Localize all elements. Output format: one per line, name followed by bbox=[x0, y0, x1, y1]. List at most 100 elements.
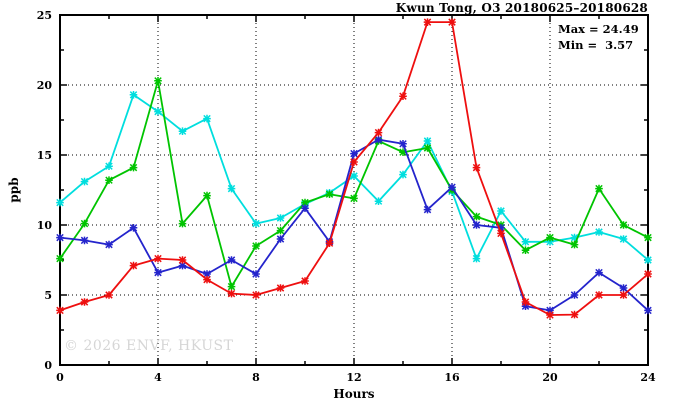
x-tick-label: 4 bbox=[154, 371, 162, 384]
blue-series-marker bbox=[178, 261, 187, 270]
max-value-label: Max = 24.49 bbox=[558, 22, 639, 36]
red-series-marker bbox=[105, 291, 113, 299]
cyan-series-marker bbox=[129, 91, 138, 99]
red-series-marker bbox=[595, 291, 603, 299]
green-series-marker bbox=[619, 221, 628, 229]
blue-series-marker bbox=[80, 236, 89, 245]
cyan-series-marker bbox=[521, 238, 530, 246]
red-series-marker bbox=[301, 277, 309, 285]
red-series-marker bbox=[570, 310, 579, 319]
cyan-series-marker bbox=[423, 137, 432, 145]
green-series-marker bbox=[203, 191, 211, 200]
blue-series-marker bbox=[276, 235, 285, 243]
blue-series-marker bbox=[546, 306, 554, 315]
cyan-series-marker bbox=[570, 233, 579, 242]
cyan-series-marker bbox=[399, 170, 407, 179]
blue-series-marker bbox=[154, 268, 162, 277]
red-series-marker bbox=[374, 128, 383, 137]
gridlines bbox=[60, 15, 648, 365]
red-series-marker bbox=[350, 158, 358, 166]
red-series-marker bbox=[546, 311, 554, 319]
green-series-marker bbox=[56, 254, 64, 263]
red-series-marker bbox=[423, 18, 432, 26]
blue-series-marker bbox=[56, 233, 64, 242]
x-tick-label: 0 bbox=[56, 371, 64, 384]
red-series-marker bbox=[129, 261, 138, 270]
red-series-marker bbox=[203, 275, 211, 284]
blue-series-marker bbox=[252, 270, 260, 278]
green-series-marker bbox=[105, 176, 113, 184]
cyan-series-marker bbox=[497, 207, 505, 215]
blue-series-marker bbox=[301, 204, 309, 212]
blue-series-marker bbox=[472, 221, 481, 229]
blue-series-marker bbox=[374, 135, 383, 144]
blue-series-marker bbox=[497, 224, 505, 232]
green-series-marker bbox=[252, 242, 260, 250]
cyan-series-marker bbox=[644, 256, 652, 264]
blue-series-marker bbox=[399, 140, 407, 148]
cyan-series-marker bbox=[619, 235, 628, 243]
green-series-marker bbox=[644, 233, 652, 242]
blue-series-marker bbox=[350, 149, 358, 158]
x-axis-label: Hours bbox=[333, 387, 375, 401]
blue-series-marker bbox=[644, 306, 652, 315]
cyan-series-marker bbox=[276, 214, 285, 222]
red-series-marker bbox=[399, 92, 407, 100]
green-series-marker bbox=[350, 194, 358, 203]
cyan-series-marker bbox=[178, 127, 187, 135]
x-tick-label: 16 bbox=[444, 371, 460, 384]
blue-series-marker bbox=[619, 284, 628, 292]
green-series-marker bbox=[325, 190, 334, 198]
cyan-series-marker bbox=[227, 184, 236, 193]
red-series-marker bbox=[448, 18, 456, 26]
x-tick-label: 8 bbox=[252, 371, 260, 384]
green-series-marker bbox=[227, 282, 236, 291]
chart-title: Kwun Tong, O3 20180625–20180628 bbox=[395, 1, 648, 15]
y-tick-label: 0 bbox=[44, 359, 52, 372]
blue-series-marker bbox=[595, 268, 603, 277]
red-series-marker bbox=[619, 291, 628, 299]
cyan-series-marker bbox=[154, 107, 162, 116]
y-tick-label: 15 bbox=[37, 149, 52, 162]
y-tick-label: 10 bbox=[37, 219, 53, 232]
blue-series bbox=[56, 135, 652, 315]
green-series-marker bbox=[570, 240, 579, 249]
red-series bbox=[56, 18, 652, 319]
red-series-marker bbox=[644, 270, 652, 278]
blue-series-marker bbox=[203, 270, 211, 278]
green-series bbox=[56, 77, 652, 291]
green-series-marker bbox=[546, 233, 554, 242]
cyan-series-marker bbox=[472, 254, 481, 263]
blue-series-marker bbox=[423, 205, 432, 214]
x-tick-label: 12 bbox=[346, 371, 361, 384]
cyan-series bbox=[56, 91, 652, 264]
green-series-marker bbox=[154, 77, 162, 85]
green-series-marker bbox=[472, 212, 481, 221]
cyan-series-marker bbox=[105, 162, 113, 170]
min-value-label: Min = 3.57 bbox=[558, 38, 634, 52]
green-series-marker bbox=[595, 184, 603, 193]
blue-series-marker bbox=[105, 240, 113, 249]
green-series-marker bbox=[80, 219, 89, 228]
blue-series-marker bbox=[129, 224, 138, 232]
green-series-marker bbox=[276, 226, 285, 235]
x-tick-label: 24 bbox=[640, 371, 656, 384]
cyan-series-marker bbox=[546, 238, 554, 246]
y-tick-labels: 0 5 10 15 20 25 bbox=[37, 9, 53, 372]
y-tick-label: 25 bbox=[37, 9, 52, 22]
red-series-marker bbox=[276, 284, 285, 292]
y-tick-label: 5 bbox=[44, 289, 52, 302]
y-axis-label: ppb bbox=[7, 177, 21, 203]
green-series-marker bbox=[423, 144, 432, 152]
y-tick-label: 20 bbox=[37, 79, 53, 92]
red-series-marker bbox=[497, 229, 505, 238]
cyan-series-marker bbox=[203, 114, 211, 123]
green-series-marker bbox=[399, 148, 407, 156]
copyright-watermark: © 2026 ENVF, HKUST bbox=[64, 338, 234, 354]
max-min-annotation: Max = 24.49 Min = 3.57 bbox=[558, 21, 639, 53]
cyan-series-marker bbox=[350, 172, 358, 180]
x-tick-label: 20 bbox=[542, 371, 558, 384]
blue-series-marker bbox=[227, 256, 236, 264]
red-series-marker bbox=[178, 256, 187, 264]
